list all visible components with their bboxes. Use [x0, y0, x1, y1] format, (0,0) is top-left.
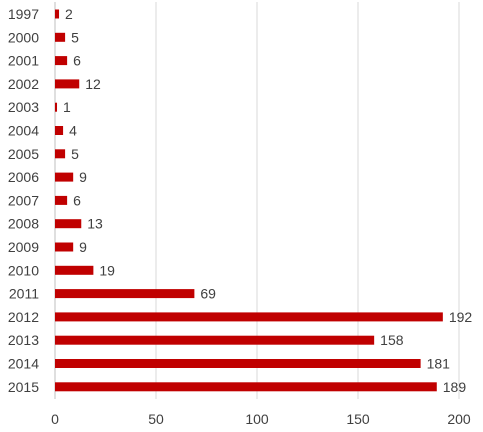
data-label-2006: 9: [79, 169, 87, 185]
category-label-2015: 2015: [8, 379, 39, 395]
category-label-2001: 2001: [8, 53, 39, 69]
bar-2009: [55, 242, 74, 252]
bar-1997: [55, 9, 60, 19]
bar-2010: [55, 265, 94, 275]
bar-2001: [55, 56, 68, 66]
x-tick-label-200: 200: [447, 411, 471, 427]
x-axis-tick-labels: 0 50 100 150 200: [51, 411, 471, 427]
bar-2014: [55, 359, 421, 368]
bar-2006: [55, 172, 74, 182]
bar-2015: [55, 382, 437, 392]
category-label-2004: 2004: [8, 123, 39, 139]
category-label-2005: 2005: [8, 146, 39, 162]
bars: [55, 9, 443, 392]
category-label-2012: 2012: [8, 309, 39, 325]
x-tick-label-100: 100: [245, 411, 269, 427]
bar-2007: [55, 195, 68, 205]
data-label-2000: 5: [71, 29, 79, 45]
category-label-2013: 2013: [8, 332, 39, 348]
bar-2003: [55, 102, 58, 112]
data-label-2010: 19: [99, 262, 115, 278]
data-label-2002: 12: [85, 76, 101, 92]
data-label-2005: 5: [71, 146, 79, 162]
data-label-2004: 4: [69, 123, 77, 139]
category-labels: 1997 2000 2001 2002 2003 2004 2005 2006 2007 2008…: [8, 6, 39, 395]
category-label-2002: 2002: [8, 76, 39, 92]
category-label-2010: 2010: [8, 262, 39, 278]
data-label-2014: 181: [427, 356, 451, 372]
x-tick-label-50: 50: [148, 411, 164, 427]
category-label-2000: 2000: [8, 29, 39, 45]
data-label-2008: 13: [87, 216, 103, 232]
x-tick-label-150: 150: [346, 411, 370, 427]
data-label-2003: 1: [63, 99, 71, 115]
category-label-2014: 2014: [8, 356, 39, 372]
category-label-2003: 2003: [8, 99, 39, 115]
data-label-2012: 192: [449, 309, 473, 325]
x-tick-label-0: 0: [51, 411, 59, 427]
data-label-2015: 189: [443, 379, 467, 395]
bar-2013: [55, 335, 375, 345]
gridlines: [54, 2, 460, 399]
category-label-2008: 2008: [8, 216, 39, 232]
bar-2008: [55, 219, 82, 229]
data-label-2001: 6: [73, 53, 81, 69]
bar-2005: [55, 149, 66, 159]
bar-2002: [55, 79, 80, 89]
bar-2004: [55, 126, 64, 135]
data-label-2013: 158: [380, 332, 404, 348]
data-label-2007: 6: [73, 192, 81, 208]
bar-2000: [55, 32, 66, 42]
data-label-1997: 2: [65, 6, 73, 22]
data-label-2009: 9: [79, 239, 87, 255]
bar-2011: [55, 289, 195, 299]
category-label-2007: 2007: [8, 192, 39, 208]
data-label-2011: 69: [200, 286, 216, 302]
category-label-1997: 1997: [8, 6, 39, 22]
bar-2012: [55, 312, 443, 322]
category-label-2011: 2011: [9, 286, 39, 302]
category-label-2009: 2009: [8, 239, 39, 255]
category-label-2006: 2006: [8, 169, 39, 185]
